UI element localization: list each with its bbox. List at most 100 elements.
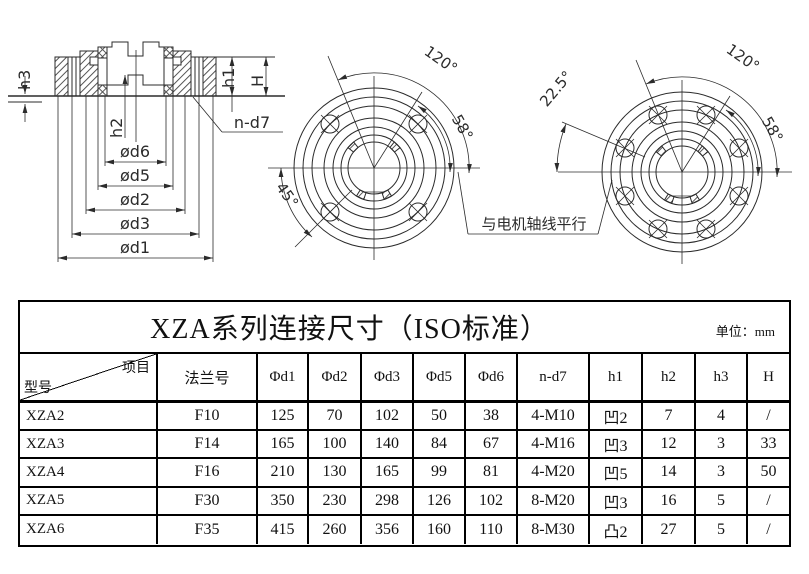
dimension-table: XZA系列连接尺寸（ISO标准） 单位：mm 项目 型号 法兰号 Φd1 Φd2… bbox=[18, 300, 791, 547]
corner-item-label: 项目 bbox=[122, 361, 150, 376]
section-baseline bbox=[8, 95, 285, 103]
section-flange-body bbox=[54, 41, 217, 142]
dim-d5-label: ød5 bbox=[120, 166, 150, 185]
flange8-58-label: 58° bbox=[758, 113, 787, 145]
col-header-d3: Φd3 bbox=[362, 354, 414, 403]
value-cell: 140 bbox=[362, 431, 414, 460]
value-cell: 230 bbox=[309, 487, 362, 516]
h3-label: h3 bbox=[15, 70, 34, 90]
value-cell: 210 bbox=[258, 459, 309, 488]
flange8-angle-dimensions bbox=[554, 59, 780, 178]
value-cell: 125 bbox=[258, 403, 309, 432]
flange4-angle-dimensions bbox=[278, 55, 472, 248]
value-cell: F16 bbox=[158, 459, 258, 488]
value-cell: F35 bbox=[158, 515, 258, 544]
flange8-centerlines bbox=[558, 80, 792, 264]
col-header-flange-no: 法兰号 bbox=[158, 354, 258, 403]
unit-label: 单位：mm bbox=[715, 324, 775, 339]
motor-axis-callout: 与电机轴线平行 bbox=[457, 171, 613, 235]
value-cell: 凹2 bbox=[590, 403, 643, 432]
col-header-d5: Φd5 bbox=[414, 354, 466, 403]
technical-drawings: h3 h2 h1 H n-d7 bbox=[8, 40, 792, 264]
col-header-h1: h1 bbox=[590, 354, 643, 403]
model-cell: XZA4 bbox=[20, 459, 158, 488]
value-cell: F30 bbox=[158, 487, 258, 516]
dim-d3-label: ød3 bbox=[120, 214, 150, 233]
flange-front-view-4hole: 120° 58° 45° bbox=[268, 42, 480, 260]
h2-label: h2 bbox=[107, 118, 126, 138]
value-cell: 50 bbox=[748, 459, 789, 488]
model-cell: XZA5 bbox=[20, 487, 158, 516]
value-cell: 84 bbox=[414, 431, 466, 460]
dim-d2-label: ød2 bbox=[120, 190, 150, 209]
value-cell: / bbox=[748, 403, 789, 432]
value-cell: 165 bbox=[258, 431, 309, 460]
flange4-58-label: 58° bbox=[448, 111, 477, 143]
value-cell: 298 bbox=[362, 487, 414, 516]
value-cell: 5 bbox=[696, 487, 748, 516]
value-cell: 130 bbox=[309, 459, 362, 488]
value-cell: 110 bbox=[466, 515, 518, 544]
diameter-extension-lines bbox=[57, 96, 214, 262]
col-header-d2: Φd2 bbox=[309, 354, 362, 403]
value-cell: 凹5 bbox=[590, 459, 643, 488]
value-cell: 102 bbox=[466, 487, 518, 516]
value-cell: 4-M20 bbox=[518, 459, 590, 488]
table-title: XZA系列连接尺寸（ISO标准） bbox=[150, 314, 549, 345]
flange8-225-label: 22.5° bbox=[536, 67, 576, 110]
value-cell: 8-M30 bbox=[518, 515, 590, 544]
table-title-row: XZA系列连接尺寸（ISO标准） 单位：mm bbox=[20, 302, 789, 354]
flange4-120-label: 120° bbox=[421, 42, 461, 77]
value-cell: 81 bbox=[466, 459, 518, 488]
value-cell: 160 bbox=[414, 515, 466, 544]
value-cell: 415 bbox=[258, 515, 309, 544]
value-cell: 70 bbox=[309, 403, 362, 432]
value-cell: 33 bbox=[748, 431, 789, 460]
dim-d1-label: ød1 bbox=[120, 238, 150, 257]
value-cell: 4-M10 bbox=[518, 403, 590, 432]
value-cell: 165 bbox=[362, 459, 414, 488]
value-cell: 凹3 bbox=[590, 487, 643, 516]
value-cell: 356 bbox=[362, 515, 414, 544]
value-cell: 5 bbox=[696, 515, 748, 544]
value-cell: F14 bbox=[158, 431, 258, 460]
model-cell: XZA2 bbox=[20, 403, 158, 432]
value-cell: 4 bbox=[696, 403, 748, 432]
value-cell: 100 bbox=[309, 431, 362, 460]
value-cell: 350 bbox=[258, 487, 309, 516]
h1-H-dimensions bbox=[216, 56, 275, 112]
n-d7-leader bbox=[192, 96, 283, 133]
value-cell: 38 bbox=[466, 403, 518, 432]
value-cell: 3 bbox=[696, 431, 748, 460]
diameter-dimension-lines bbox=[58, 159, 213, 261]
flange8-120-label: 120° bbox=[723, 40, 763, 75]
value-cell: 67 bbox=[466, 431, 518, 460]
col-header-d6: Φd6 bbox=[466, 354, 518, 403]
value-cell: 8-M20 bbox=[518, 487, 590, 516]
n-d7-label: n-d7 bbox=[234, 113, 270, 132]
col-header-nd7: n-d7 bbox=[518, 354, 590, 403]
value-cell: 凸2 bbox=[590, 515, 643, 544]
value-cell: 16 bbox=[643, 487, 696, 516]
model-cell: XZA3 bbox=[20, 431, 158, 460]
value-cell: 102 bbox=[362, 403, 414, 432]
col-header-h2: h2 bbox=[643, 354, 696, 403]
col-header-d1: Φd1 bbox=[258, 354, 309, 403]
value-cell: / bbox=[766, 520, 771, 538]
value-cell: 260 bbox=[309, 515, 362, 544]
H-label: H bbox=[248, 75, 267, 87]
dim-d6-label: ød6 bbox=[120, 142, 150, 161]
h1-label: h1 bbox=[219, 68, 238, 88]
value-cell: 12 bbox=[643, 431, 696, 460]
value-cell: 50 bbox=[414, 403, 466, 432]
value-cell: 126 bbox=[414, 487, 466, 516]
table-grid: 项目 型号 法兰号 Φd1 Φd2 Φd3 Φd5 Φd6 n-d7 h1 h2… bbox=[20, 354, 789, 544]
corner-model-label: 型号 bbox=[24, 381, 52, 396]
value-cell: 99 bbox=[414, 459, 466, 488]
value-cell: / bbox=[748, 488, 789, 516]
corner-cell: 项目 型号 bbox=[20, 354, 158, 403]
value-cell: 27 bbox=[643, 515, 696, 544]
value-cell: 凹3 bbox=[590, 431, 643, 460]
section-view-drawing: h3 h2 h1 H n-d7 bbox=[8, 41, 285, 262]
